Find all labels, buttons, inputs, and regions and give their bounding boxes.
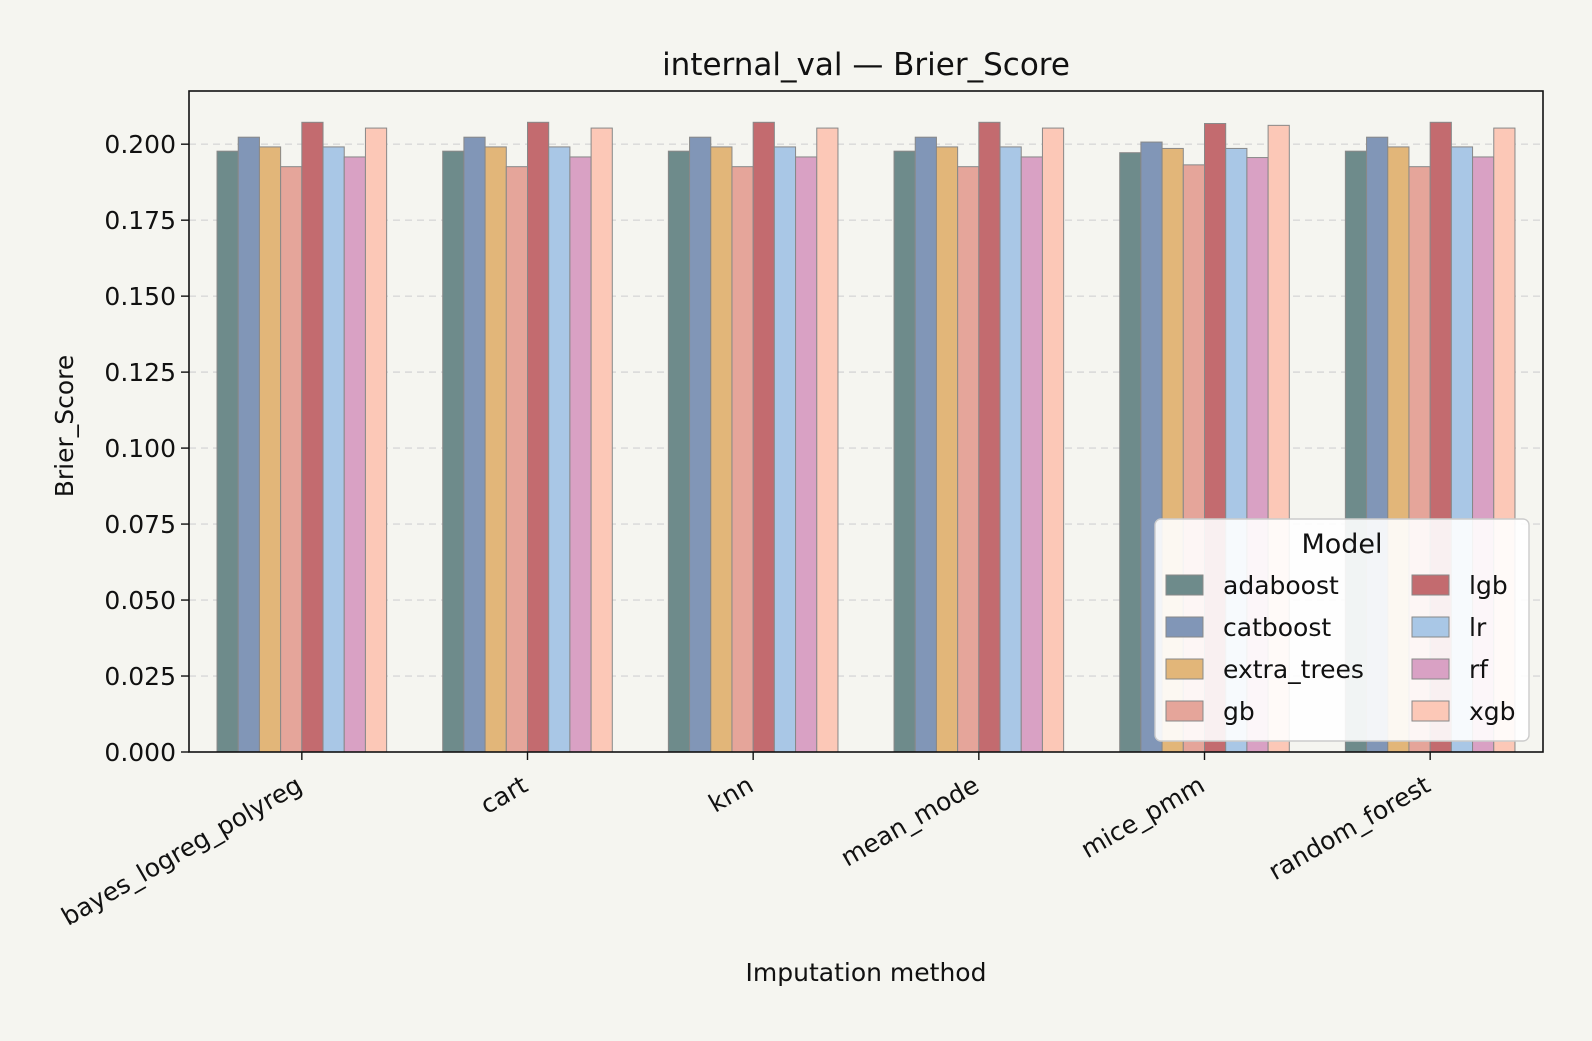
bar-adaboost-mean_mode [893, 150, 916, 753]
bar-lgb-knn [752, 121, 775, 753]
bar-rf-mean_mode [1020, 156, 1043, 753]
bar-extra_trees-mean_mode [935, 146, 959, 753]
bar-lr-mean_mode [999, 146, 1022, 753]
bar-adaboost-mice_pmm [1119, 152, 1142, 753]
y-tick-label: 0.075 [104, 510, 176, 539]
bar-adaboost-cart [442, 150, 465, 753]
bar-lr-cart [548, 146, 571, 753]
y-tick-label: 0.175 [104, 206, 176, 235]
bar-lgb-cart [527, 121, 550, 753]
x-axis-label: Imputation method [746, 958, 987, 987]
y-axis-label: Brier_Score [50, 355, 79, 498]
chart-title: internal_val — Brier_Score [662, 47, 1070, 83]
legend-label-lr: lr [1469, 613, 1487, 642]
bar-rf-bayes_logreg_polyreg [343, 156, 366, 753]
bar-rf-knn [795, 156, 818, 753]
bar-xgb-cart [590, 127, 613, 753]
bar-lr-bayes_logreg_polyreg [322, 146, 345, 753]
legend-label-adaboost: adaboost [1223, 571, 1339, 600]
bar-extra_trees-bayes_logreg_polyreg [258, 146, 282, 753]
legend-label-rf: rf [1469, 655, 1489, 684]
y-tick-label: 0.200 [104, 130, 176, 159]
bar-lr-knn [773, 146, 797, 753]
legend-swatch-adaboost [1165, 574, 1204, 596]
axes-frame [188, 90, 1544, 753]
bar-extra_trees-cart [484, 146, 507, 753]
bar-lgb-mean_mode [978, 121, 1001, 753]
bar-catboost-knn [689, 136, 712, 753]
legend-swatch-rf [1411, 658, 1450, 680]
legend-label-xgb: xgb [1469, 697, 1516, 726]
bar-xgb-mean_mode [1041, 127, 1065, 753]
bar-gb-bayes_logreg_polyreg [280, 166, 303, 753]
bar-gb-knn [731, 166, 754, 753]
bar-xgb-bayes_logreg_polyreg [364, 127, 388, 753]
legend-label-extra_trees: extra_trees [1223, 655, 1364, 684]
bar-rf-cart [569, 156, 592, 753]
legend-swatch-xgb [1411, 700, 1450, 722]
y-tick-label: 0.000 [104, 738, 176, 767]
legend-label-lgb: lgb [1469, 571, 1508, 600]
y-tick-label: 0.125 [104, 358, 176, 387]
legend-swatch-gb [1165, 700, 1204, 722]
bar-adaboost-bayes_logreg_polyreg [216, 150, 239, 753]
legend-label-gb: gb [1223, 697, 1255, 726]
bar-xgb-knn [816, 127, 839, 753]
bar-gb-cart [505, 166, 528, 753]
bar-extra_trees-knn [710, 146, 733, 753]
bar-adaboost-knn [667, 150, 691, 753]
legend-title: Model [1301, 529, 1382, 560]
y-tick-label: 0.025 [104, 662, 176, 691]
legend-label-catboost: catboost [1223, 613, 1331, 642]
bar-catboost-bayes_logreg_polyreg [237, 136, 260, 753]
legend-swatch-lr [1411, 616, 1450, 638]
bar-catboost-cart [463, 136, 486, 753]
y-tick-label: 0.150 [104, 282, 176, 311]
legend-swatch-catboost [1165, 616, 1204, 638]
y-tick-label: 0.050 [104, 586, 176, 615]
bar-catboost-mean_mode [914, 136, 937, 753]
bar-lgb-bayes_logreg_polyreg [301, 121, 324, 753]
legend-swatch-extra_trees [1165, 658, 1204, 680]
legend-swatch-lgb [1411, 574, 1450, 596]
bar-gb-mean_mode [957, 166, 980, 753]
y-tick-label: 0.100 [104, 434, 176, 463]
